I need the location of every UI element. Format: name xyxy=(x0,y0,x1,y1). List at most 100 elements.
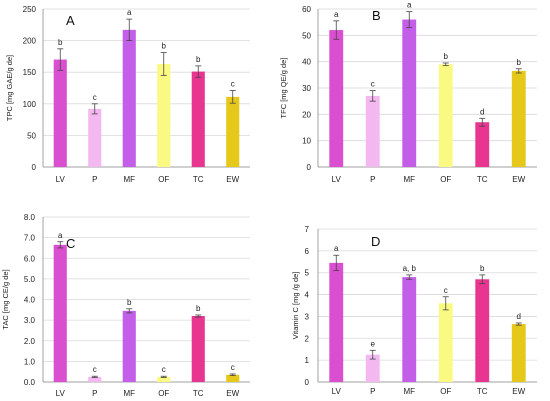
y-tick-label: 4.0 xyxy=(24,296,36,305)
significance-label: a, b xyxy=(403,264,417,273)
y-tick-label: 0 xyxy=(305,378,310,387)
bar-mf xyxy=(402,20,416,167)
bar-ew xyxy=(512,71,526,167)
x-category-label: OF xyxy=(440,175,451,184)
y-tick-label: 150 xyxy=(23,68,37,77)
significance-label: c xyxy=(231,363,235,372)
panel-letter: A xyxy=(66,13,75,28)
significance-label: a xyxy=(58,231,63,240)
bar-p xyxy=(366,96,380,167)
x-category-label: MF xyxy=(123,175,135,184)
x-category-label: LV xyxy=(332,175,342,184)
significance-label: d xyxy=(517,312,521,321)
y-axis-label: TFC [mg QE/g de] xyxy=(279,58,288,119)
y-tick-label: 250 xyxy=(23,5,37,14)
significance-label: c xyxy=(231,80,235,89)
y-tick-label: 7.0 xyxy=(24,234,36,243)
y-tick-label: 30 xyxy=(302,84,311,93)
y-axis-label: Vitamin C [mg /g de] xyxy=(291,272,300,340)
y-tick-label: 3 xyxy=(305,312,310,321)
y-tick-label: 6 xyxy=(305,247,310,256)
x-category-label: TC xyxy=(477,387,488,396)
bar-of xyxy=(157,64,170,167)
y-tick-label: 60 xyxy=(302,5,311,14)
x-category-label: EW xyxy=(226,175,239,184)
x-category-label: EW xyxy=(512,175,525,184)
y-tick-label: 100 xyxy=(23,100,37,109)
y-axis-label: TAC [mg CE/g de] xyxy=(1,269,10,329)
significance-label: e xyxy=(371,339,376,348)
x-category-label: OF xyxy=(158,175,169,184)
y-tick-label: 8.0 xyxy=(24,213,36,222)
y-tick-label: 200 xyxy=(23,37,37,46)
y-tick-label: 0 xyxy=(307,163,312,172)
significance-label: c xyxy=(93,365,97,374)
significance-label: b xyxy=(480,264,485,273)
bar-mf xyxy=(123,311,136,382)
significance-label: b xyxy=(196,304,201,313)
y-tick-label: 0.0 xyxy=(24,378,36,387)
x-category-label: MF xyxy=(403,387,415,396)
x-category-label: MF xyxy=(403,175,415,184)
x-category-label: OF xyxy=(158,389,169,398)
significance-label: a xyxy=(334,244,339,253)
significance-label: b xyxy=(127,298,132,307)
chart-panel-c: 0.0 1.0 2.0 3.0 4.0 5.0 6.0 7.0 8.0 TAC [mg CE/g … xyxy=(1,213,250,398)
bar-tc xyxy=(475,279,489,382)
significance-label: c xyxy=(371,80,375,89)
significance-label: a xyxy=(127,8,132,17)
bar-tc xyxy=(192,316,205,382)
bar-mf xyxy=(123,30,136,167)
x-category-label: LV xyxy=(56,389,66,398)
bar-lv xyxy=(54,245,67,382)
x-category-label: TC xyxy=(477,175,488,184)
bar-mf xyxy=(402,277,416,382)
y-tick-label: 2 xyxy=(305,334,310,343)
significance-label: b xyxy=(517,58,522,67)
y-tick-label: 7 xyxy=(305,225,310,234)
y-tick-label: 1.0 xyxy=(24,357,36,366)
y-tick-label: 5.0 xyxy=(24,275,36,284)
significance-label: b xyxy=(58,38,63,47)
significance-label: a xyxy=(407,1,412,10)
chart-panel-b: 0 10 20 30 40 50 60 TFC [mg QE/g de] Ba LV c Pa MF b O… xyxy=(279,1,537,184)
y-tick-label: 20 xyxy=(302,110,311,119)
x-category-label: EW xyxy=(226,389,239,398)
panel-letter: C xyxy=(66,236,75,251)
chart-panel-a: 0 50 100 150 200 250 TPC [mg GAE/g de] Ab LV c Pa M… xyxy=(5,5,250,184)
significance-label: b xyxy=(196,55,201,64)
y-tick-label: 6.0 xyxy=(24,254,36,263)
bar-tc xyxy=(192,72,205,167)
x-category-label: P xyxy=(370,175,375,184)
x-category-label: P xyxy=(370,387,375,396)
x-category-label: P xyxy=(92,175,97,184)
significance-label: c xyxy=(444,286,448,295)
significance-label: c xyxy=(162,365,166,374)
y-tick-label: 4 xyxy=(305,291,310,300)
significance-label: a xyxy=(334,10,339,19)
bar-ew xyxy=(512,324,526,382)
y-tick-label: 50 xyxy=(302,31,311,40)
significance-label: d xyxy=(480,107,484,116)
bar-p xyxy=(88,109,101,167)
x-category-label: MF xyxy=(123,389,135,398)
significance-label: b xyxy=(444,52,449,61)
y-axis-label: TPC [mg GAE/g de] xyxy=(5,55,14,121)
y-tick-label: 3.0 xyxy=(24,316,36,325)
y-tick-label: 10 xyxy=(302,137,311,146)
bar-lv xyxy=(54,60,67,167)
x-category-label: TC xyxy=(193,175,204,184)
y-tick-label: 0 xyxy=(32,163,37,172)
x-category-label: LV xyxy=(56,175,66,184)
x-category-label: EW xyxy=(512,387,525,396)
bar-of xyxy=(439,64,453,167)
chart-panel-d: 0 1 2 3 4 5 6 7 Vitamin C [mg /g de] Da LV e Pa, b MF… xyxy=(291,225,537,396)
x-category-label: P xyxy=(92,389,97,398)
bar-ew xyxy=(226,97,239,167)
x-category-label: TC xyxy=(193,389,204,398)
bar-tc xyxy=(475,122,489,167)
x-category-label: LV xyxy=(332,387,342,396)
y-tick-label: 1 xyxy=(305,356,310,365)
y-tick-label: 5 xyxy=(305,269,310,278)
